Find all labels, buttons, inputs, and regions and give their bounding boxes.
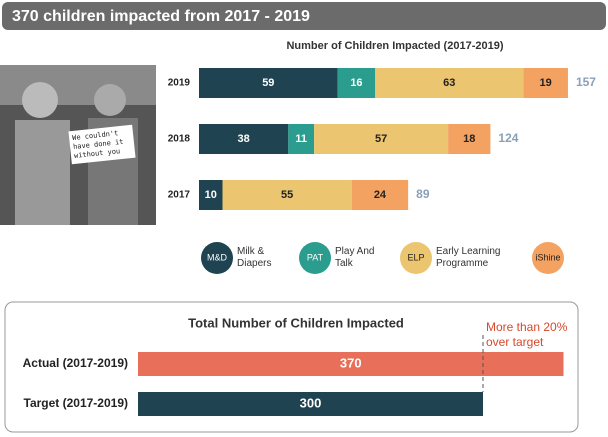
legend-short: PAT	[307, 252, 324, 262]
photo-person	[22, 82, 58, 118]
value-label: 55	[281, 189, 293, 201]
value-label: 57	[375, 133, 387, 145]
legend-short: M&D	[207, 252, 228, 262]
bar-segment	[337, 68, 376, 98]
value-label: 63	[443, 77, 455, 89]
header-bar	[2, 2, 606, 30]
value-label: 16	[350, 77, 362, 89]
annotation: More than 20% over target	[486, 320, 568, 349]
chart-title: Total Number of Children Impacted	[188, 315, 404, 330]
value-label: 59	[262, 77, 274, 89]
bar-segment	[222, 180, 352, 210]
bar-segment	[351, 180, 409, 210]
bar-segment	[314, 124, 449, 154]
chart-title: Number of Children Impacted (2017-2019)	[286, 40, 503, 52]
bar-segment	[288, 124, 315, 154]
legend-swatch	[532, 242, 564, 274]
bar-segment	[199, 180, 223, 210]
total-label: 124	[498, 131, 518, 145]
value-label: 19	[540, 77, 552, 89]
value-label: 10	[205, 189, 217, 201]
bar-segment	[199, 124, 289, 154]
value-label: 24	[374, 189, 387, 201]
value-label: 38	[238, 133, 250, 145]
legend-short: ELP	[407, 252, 424, 262]
header-title: 370 children impacted from 2017 - 2019	[12, 8, 310, 25]
y-tick-label: Target (2017-2019)	[24, 396, 129, 410]
bar-segment	[523, 68, 568, 98]
photo-person	[15, 120, 70, 225]
value-label: 11	[295, 133, 307, 145]
bar-segment	[375, 68, 524, 98]
legend-swatch	[299, 242, 331, 274]
photo-sign: We couldn't have done it without you	[68, 124, 136, 165]
legend-label: Early Learning Programme	[436, 246, 501, 269]
panel-border	[4, 301, 579, 433]
total-label: 157	[576, 75, 596, 89]
legend-swatch	[201, 242, 233, 274]
y-tick-label: 2019	[168, 78, 191, 89]
value-label: 300	[300, 395, 322, 410]
y-tick-label: 2018	[168, 134, 191, 145]
legend-label: Milk & Diapers	[237, 246, 272, 269]
y-tick-label: 2017	[168, 190, 191, 201]
bar-segment	[448, 124, 491, 154]
y-tick-label: Actual (2017-2019)	[23, 356, 128, 370]
value-label: 18	[463, 133, 475, 145]
bar	[138, 352, 564, 376]
legend-label: Play And Talk	[335, 246, 375, 269]
bar-segment	[199, 68, 338, 98]
total-label: 89	[416, 187, 430, 201]
legend-short: iShine	[535, 252, 560, 262]
value-label: 370	[340, 355, 362, 370]
legend-swatch	[400, 242, 432, 274]
bar	[138, 392, 483, 416]
photo-person	[94, 84, 126, 116]
